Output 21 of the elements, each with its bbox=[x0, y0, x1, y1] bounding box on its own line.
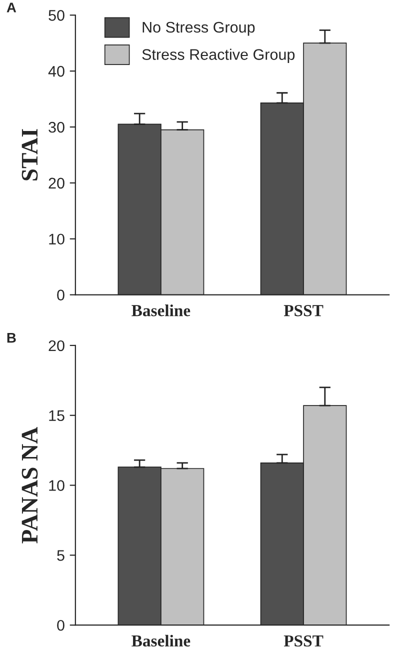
x-tick-label: PSST bbox=[284, 635, 324, 647]
x-tick-label: Baseline bbox=[132, 634, 190, 647]
y-tick-label: 5 bbox=[57, 550, 64, 561]
y-tick-label: 0 bbox=[57, 290, 64, 300]
y-tick-label: 0 bbox=[57, 620, 64, 631]
y-tick-label: 50 bbox=[48, 10, 64, 21]
text: B bbox=[7, 333, 16, 343]
x-tick-label: Baseline bbox=[132, 304, 190, 316]
y-tick-label: 40 bbox=[48, 66, 64, 77]
y-tick-label: 10 bbox=[49, 234, 64, 245]
y-tick-label: 20 bbox=[48, 178, 64, 189]
legend-label: Stress Reactive Group bbox=[142, 48, 295, 63]
y-tick-label: 15 bbox=[49, 410, 64, 422]
legend-label: No Stress Group bbox=[142, 22, 255, 36]
text: A bbox=[6, 2, 16, 12]
y-axis-title: STAI bbox=[22, 129, 38, 180]
y-tick-label: 10 bbox=[49, 480, 64, 491]
y-tick-label: 20 bbox=[48, 340, 64, 352]
x-tick-label: PSST bbox=[284, 305, 324, 316]
y-axis-title: PANAS NA bbox=[22, 426, 38, 544]
y-tick-label: 30 bbox=[48, 122, 64, 133]
